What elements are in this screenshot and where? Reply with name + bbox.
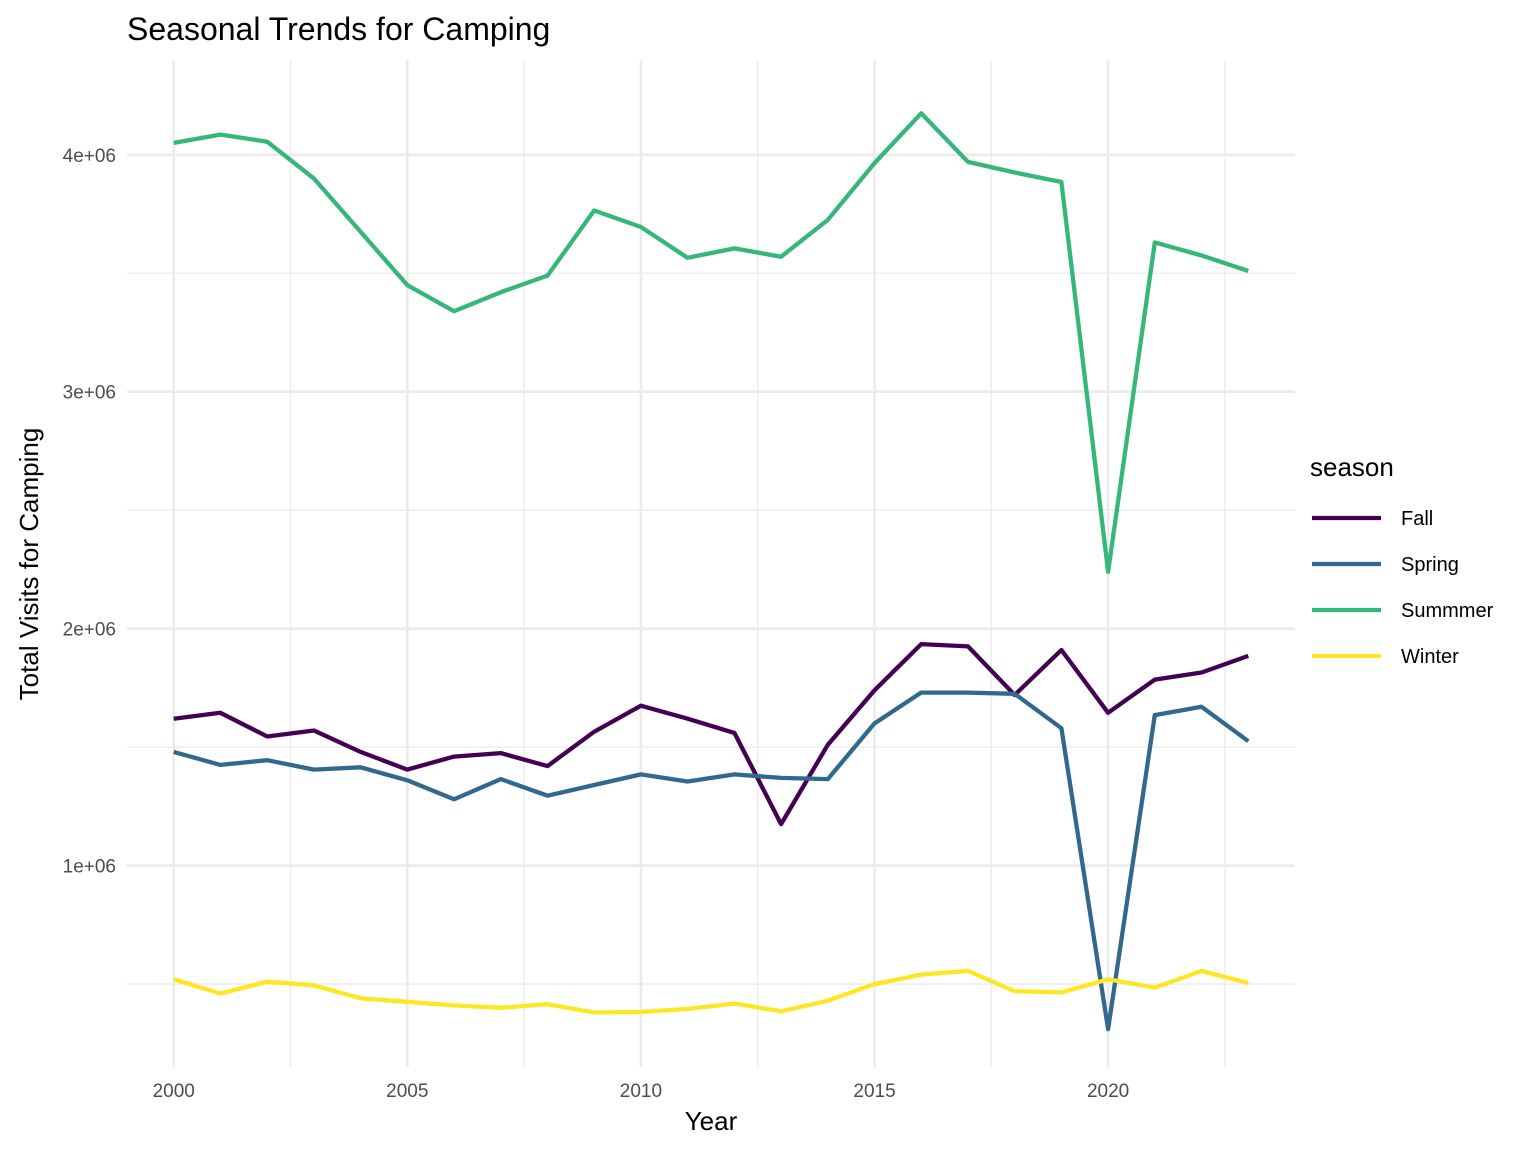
y-tick-label: 2e+06 xyxy=(63,620,116,641)
series-line-summmer xyxy=(173,111,1249,574)
x-axis-title: Year xyxy=(685,1106,738,1136)
legend-label-summmer: Summmer xyxy=(1401,600,1494,622)
legend-item-spring: Spring xyxy=(1312,554,1459,576)
series-line-fall xyxy=(173,641,1250,827)
y-tick-label: 4e+06 xyxy=(63,146,116,167)
legend-label-fall: Fall xyxy=(1401,508,1433,530)
legend-items: Fall Spring Summmer Winter xyxy=(1312,508,1494,668)
x-tick-label: 2005 xyxy=(386,1081,428,1102)
legend-item-fall: Fall xyxy=(1312,508,1433,530)
x-tick-label: 2000 xyxy=(153,1081,195,1102)
tick-labels: 2000 2005 2010 2015 2020 1e+06 2e+06 3e+06 4e+06 xyxy=(63,146,1130,1102)
legend-item-winter: Winter xyxy=(1312,646,1459,668)
y-tick-label: 3e+06 xyxy=(63,383,116,404)
x-tick-label: 2020 xyxy=(1087,1081,1129,1102)
chart-title: Seasonal Trends for Camping xyxy=(127,11,550,47)
legend-label-spring: Spring xyxy=(1401,554,1459,576)
x-tick-label: 2010 xyxy=(620,1081,662,1102)
gridlines xyxy=(127,60,1295,1067)
legend-item-summmer: Summmer xyxy=(1312,600,1494,622)
legend-label-winter: Winter xyxy=(1401,646,1459,668)
y-tick-label: 1e+06 xyxy=(63,857,116,878)
x-tick-label: 2015 xyxy=(853,1081,895,1102)
series-lines xyxy=(173,111,1250,1032)
series-line-spring xyxy=(173,690,1250,1032)
y-axis-title: Total Visits for Camping xyxy=(14,428,44,701)
legend-title: season xyxy=(1310,452,1394,482)
legend: season Fall Spring Summmer Winter xyxy=(1310,452,1494,668)
series-line-winter xyxy=(173,968,1249,1015)
